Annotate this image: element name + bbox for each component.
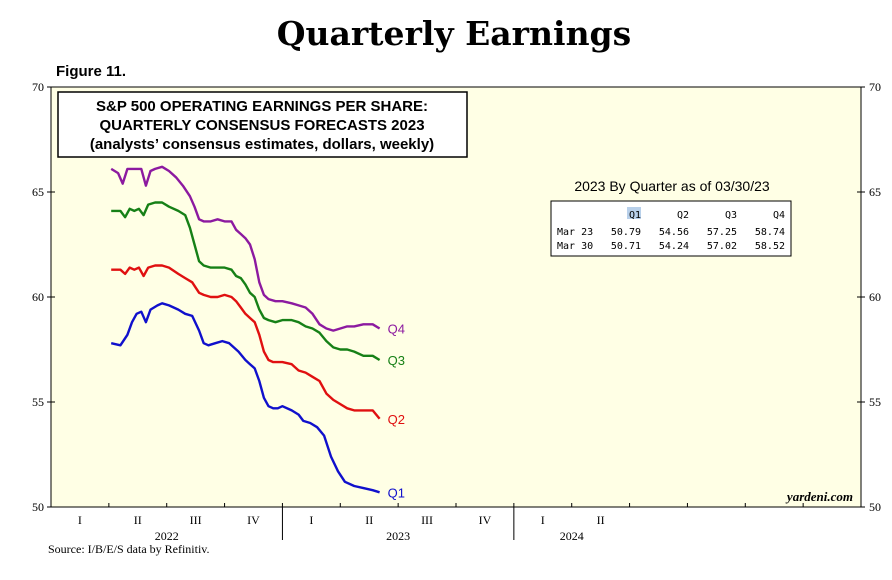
data-table-box [550,200,792,257]
table-row-date: Mar 23 [557,227,593,238]
series-label-q4: Q4 [388,322,405,337]
chart-title-box [57,91,468,158]
x-quarter-label: I [78,513,82,527]
x-quarter-label: IV [479,513,492,527]
table-cell: 58.74 [755,227,785,238]
y-tick-label-right: 55 [869,395,881,409]
x-year-label: 2024 [560,529,584,543]
table-row-date: Mar 30 [557,241,593,252]
source-note: Source: I/B/E/S data by Refinitiv. [48,542,210,556]
y-tick-label-right: 60 [869,290,881,304]
x-quarter-label: III [421,513,433,527]
table-cell: 58.52 [755,241,785,252]
x-year-label: 2023 [386,529,410,543]
x-quarter-label: II [597,513,605,527]
y-tick-label-right: 50 [869,500,881,514]
chart-title-line-2: QUARTERLY CONSENSUS FORECASTS 2023 [99,117,424,134]
table-cell: 57.02 [707,241,737,252]
watermark: yardeni.com [785,489,853,504]
y-tick-label-left: 55 [32,395,44,409]
series-label-q2: Q2 [388,412,405,427]
series-label-q1: Q1 [388,485,405,500]
x-quarter-label: II [134,513,142,527]
y-tick-label-left: 65 [32,185,44,199]
x-quarter-label: III [190,513,202,527]
table-header-q3: Q3 [725,210,737,221]
table-cell: 50.71 [611,241,641,252]
table-header-q2: Q2 [677,210,689,221]
series-line-q2 [111,264,381,420]
table-cell: 50.79 [611,227,641,238]
y-tick-label-left: 50 [32,500,44,514]
table-header-q4: Q4 [773,210,785,221]
table-title: 2023 By Quarter as of 03/30/23 [574,178,770,194]
page-title: Quarterly Earnings [276,14,632,53]
x-quarter-label: I [309,513,313,527]
figure-label: Figure 11. [56,63,127,80]
q1-header-highlight [627,207,641,219]
table-header-q1: Q1 [629,210,641,221]
x-year-label: 2022 [155,529,179,543]
series-line-q1 [110,302,380,494]
y-tick-label-right: 65 [869,185,881,199]
table-cell: 57.25 [707,227,737,238]
y-tick-label-left: 70 [32,80,44,94]
chart-title-line-3: (analysts’ consensus estimates, dollars,… [90,136,434,153]
y-tick-label-left: 60 [32,290,44,304]
series-line-q3 [111,201,381,362]
table-cell: 54.56 [659,227,689,238]
series-line-q4 [110,165,381,332]
x-quarter-label: IV [247,513,260,527]
table-cell: 54.24 [659,241,689,252]
x-quarter-label: II [365,513,373,527]
chart-title-line-1: S&P 500 OPERATING EARNINGS PER SHARE: [96,98,428,115]
x-quarter-label: I [541,513,545,527]
y-tick-label-right: 70 [869,80,881,94]
series-label-q3: Q3 [388,353,405,368]
